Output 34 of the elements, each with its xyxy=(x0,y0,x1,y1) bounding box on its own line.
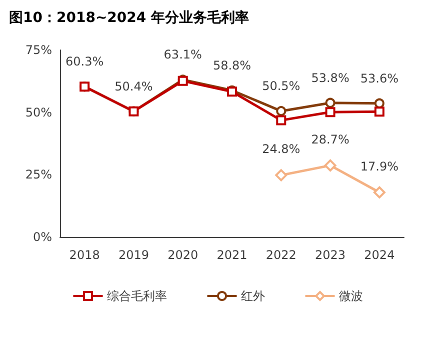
data-label: 60.3% xyxy=(66,54,104,69)
point xyxy=(374,106,384,117)
data-label: 53.6% xyxy=(360,71,398,86)
y-tick-label: 50% xyxy=(25,105,52,120)
data-label: 24.8% xyxy=(262,142,300,156)
data-label: 50.5% xyxy=(262,79,300,94)
legend-label: 红外 xyxy=(241,289,265,303)
data-label: 17.9% xyxy=(360,159,398,174)
chart-title: 图10：2018~2024 年分业务毛利率 xyxy=(9,9,250,26)
x-tick-label: 2024 xyxy=(364,248,395,262)
x-tick-label: 2022 xyxy=(266,248,296,262)
point xyxy=(325,98,336,108)
data-label: 63.1% xyxy=(164,48,202,62)
point xyxy=(276,106,286,116)
x-tick-label: 2020 xyxy=(168,248,198,262)
y-tick-label: 0% xyxy=(32,230,52,244)
point xyxy=(275,169,288,182)
x-tick-label: 2021 xyxy=(216,248,248,262)
y-tick-label: 25% xyxy=(25,168,52,182)
point xyxy=(325,107,336,118)
point xyxy=(324,159,336,172)
x-tick-label: 2019 xyxy=(118,248,149,262)
legend-label: 微波 xyxy=(339,289,363,303)
data-label: 28.7% xyxy=(311,132,350,146)
data-label: 58.8% xyxy=(212,58,252,72)
point xyxy=(373,186,386,198)
x-tick-label: 2023 xyxy=(315,248,346,262)
x-tick-label: 2018 xyxy=(69,248,100,262)
point xyxy=(276,115,286,126)
y-tick-label: 75% xyxy=(25,43,52,57)
data-label: 50.4% xyxy=(114,79,153,94)
data-label: 53.8% xyxy=(311,70,350,85)
legend-label: 综合毛利率 xyxy=(107,289,167,303)
point xyxy=(374,98,384,108)
